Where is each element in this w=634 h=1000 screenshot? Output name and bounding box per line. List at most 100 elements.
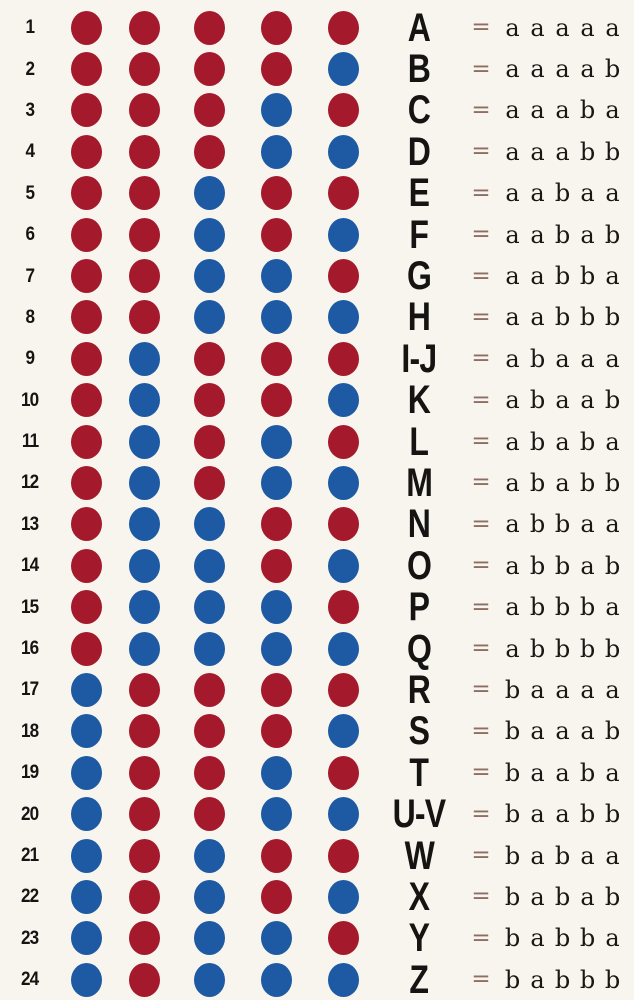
code-letter: b	[529, 593, 546, 622]
blue-dot	[261, 424, 292, 459]
equals-sign: =	[471, 262, 491, 289]
row-number: 4	[25, 141, 35, 163]
red-dot	[128, 300, 160, 335]
red-dot	[327, 259, 359, 294]
red-dot	[327, 93, 359, 128]
equals-sign: =	[471, 345, 491, 372]
code-letter: a	[580, 344, 595, 373]
code-letter: b	[604, 137, 621, 166]
code-letter: a	[580, 717, 595, 746]
code-letter: b	[554, 303, 571, 332]
code-letter: a	[580, 55, 595, 84]
red-dot	[70, 631, 102, 666]
red-dot	[128, 921, 160, 956]
code-letter: a	[505, 551, 520, 580]
code-letter: a	[580, 179, 595, 208]
cipher-letter: X	[408, 874, 430, 919]
red-dot	[327, 507, 359, 542]
row-number: 2	[25, 58, 35, 80]
cipher-letter: U-V	[392, 792, 447, 837]
code-letter: a	[580, 510, 595, 539]
code-letter: b	[604, 220, 621, 249]
equals-sign: =	[471, 552, 491, 579]
blue-dot	[261, 259, 292, 294]
code-letter: b	[579, 96, 596, 125]
blue-dot	[194, 921, 225, 956]
code-letter: b	[554, 510, 571, 539]
code-letter: a	[530, 882, 545, 911]
code-letter: b	[504, 882, 521, 911]
code-letter: a	[530, 841, 545, 870]
blue-dot	[261, 631, 292, 666]
blue-dot	[327, 465, 359, 500]
red-dot	[327, 921, 359, 956]
code-letter: b	[504, 924, 521, 953]
red-dot	[327, 341, 359, 376]
row-number: 15	[21, 596, 39, 618]
code-letter: b	[529, 510, 546, 539]
blue-dot	[261, 93, 292, 128]
code-letter: a	[555, 344, 570, 373]
code-letter: b	[604, 965, 621, 994]
code-letter: a	[605, 344, 620, 373]
red-dot	[70, 300, 102, 335]
equals-sign: =	[471, 593, 491, 620]
red-dot	[128, 962, 160, 997]
cipher-letter: S	[408, 709, 430, 754]
cipher-letter: E	[408, 171, 430, 216]
code-letter: b	[529, 386, 546, 415]
red-dot	[261, 176, 292, 211]
blue-dot	[70, 838, 102, 873]
equals-sign: =	[471, 138, 491, 165]
code-letter: a	[555, 717, 570, 746]
blue-dot	[128, 507, 160, 542]
blue-dot	[194, 838, 225, 873]
red-dot	[70, 10, 102, 45]
cipher-letter: A	[407, 5, 431, 50]
cipher-letter: H	[407, 295, 431, 340]
code-letter: b	[529, 551, 546, 580]
cipher-letter: P	[408, 585, 430, 630]
blue-dot	[261, 300, 292, 335]
blue-dot	[194, 590, 225, 625]
equals-sign: =	[471, 428, 491, 455]
cipher-letter: Y	[408, 916, 430, 961]
blue-dot	[70, 921, 102, 956]
blue-dot	[70, 962, 102, 997]
code-letter: a	[605, 13, 620, 42]
code-letter: b	[554, 841, 571, 870]
code-letter: b	[529, 427, 546, 456]
cipher-letter: D	[407, 129, 431, 174]
row-number: 13	[21, 513, 39, 535]
blue-dot	[70, 797, 102, 832]
code-letter: a	[505, 55, 520, 84]
code-letter: a	[505, 96, 520, 125]
row-number: 6	[25, 224, 35, 246]
red-dot	[261, 507, 292, 542]
cipher-letter: B	[407, 47, 431, 92]
code-letter: a	[580, 675, 595, 704]
red-dot	[194, 383, 225, 418]
code-letter: a	[605, 510, 620, 539]
blue-dot	[327, 300, 359, 335]
red-dot	[261, 879, 292, 914]
row-number: 23	[21, 927, 39, 949]
blue-dot	[194, 259, 225, 294]
row-number: 19	[21, 762, 39, 784]
red-dot	[70, 134, 102, 169]
cipher-letter: G	[406, 254, 432, 299]
red-dot	[128, 176, 160, 211]
red-dot	[70, 341, 102, 376]
code-letter: a	[530, 675, 545, 704]
red-dot	[128, 259, 160, 294]
code-letter: b	[554, 634, 571, 663]
code-letter: b	[604, 55, 621, 84]
blue-dot	[128, 631, 160, 666]
code-letter: a	[555, 13, 570, 42]
row-number: 24	[21, 969, 39, 991]
